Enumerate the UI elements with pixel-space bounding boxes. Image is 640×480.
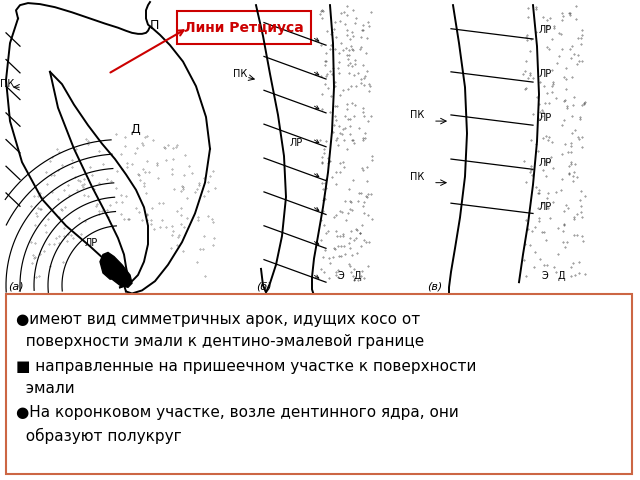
Text: Д: Д [130, 123, 140, 136]
Text: эмали: эмали [16, 381, 75, 396]
Polygon shape [100, 252, 132, 288]
Text: ●На коронковом участке, возле дентинного ядра, они: ●На коронковом участке, возле дентинного… [16, 405, 459, 420]
Text: ЛР: ЛР [290, 138, 303, 148]
Text: ПК: ПК [410, 110, 424, 120]
Text: Э: Э [541, 271, 548, 281]
Text: ПК: ПК [233, 69, 247, 79]
Text: П: П [150, 19, 159, 32]
Text: поверхности эмали к дентино-эмалевой границе: поверхности эмали к дентино-эмалевой гра… [16, 335, 424, 349]
Text: ЛР: ЛР [539, 113, 552, 123]
Text: образуют полукруг: образуют полукруг [16, 428, 182, 444]
FancyBboxPatch shape [6, 294, 632, 474]
Text: Э: Э [338, 271, 345, 281]
Text: Д: Д [353, 271, 360, 281]
Text: ПК: ПК [410, 171, 424, 181]
Text: Лини Ретциуса: Лини Ретциуса [184, 21, 304, 35]
FancyBboxPatch shape [177, 12, 311, 44]
Text: (а): (а) [8, 281, 24, 291]
Text: ЛР: ЛР [539, 25, 552, 35]
Text: ЛР: ЛР [539, 69, 552, 79]
Text: ПК: ПК [0, 79, 14, 89]
Text: ЛР: ЛР [539, 158, 552, 168]
Text: (в): (в) [427, 281, 442, 291]
Text: ●имеют вид симметричных арок, идущих косо от: ●имеют вид симметричных арок, идущих кос… [16, 312, 420, 327]
Text: ЛР: ЛР [85, 238, 99, 248]
Text: ■ направленные на пришеечном участке к поверхности: ■ направленные на пришеечном участке к п… [16, 359, 476, 374]
Text: (б): (б) [256, 281, 271, 291]
Text: Д: Д [557, 271, 564, 281]
Text: ЛР: ЛР [539, 203, 552, 212]
